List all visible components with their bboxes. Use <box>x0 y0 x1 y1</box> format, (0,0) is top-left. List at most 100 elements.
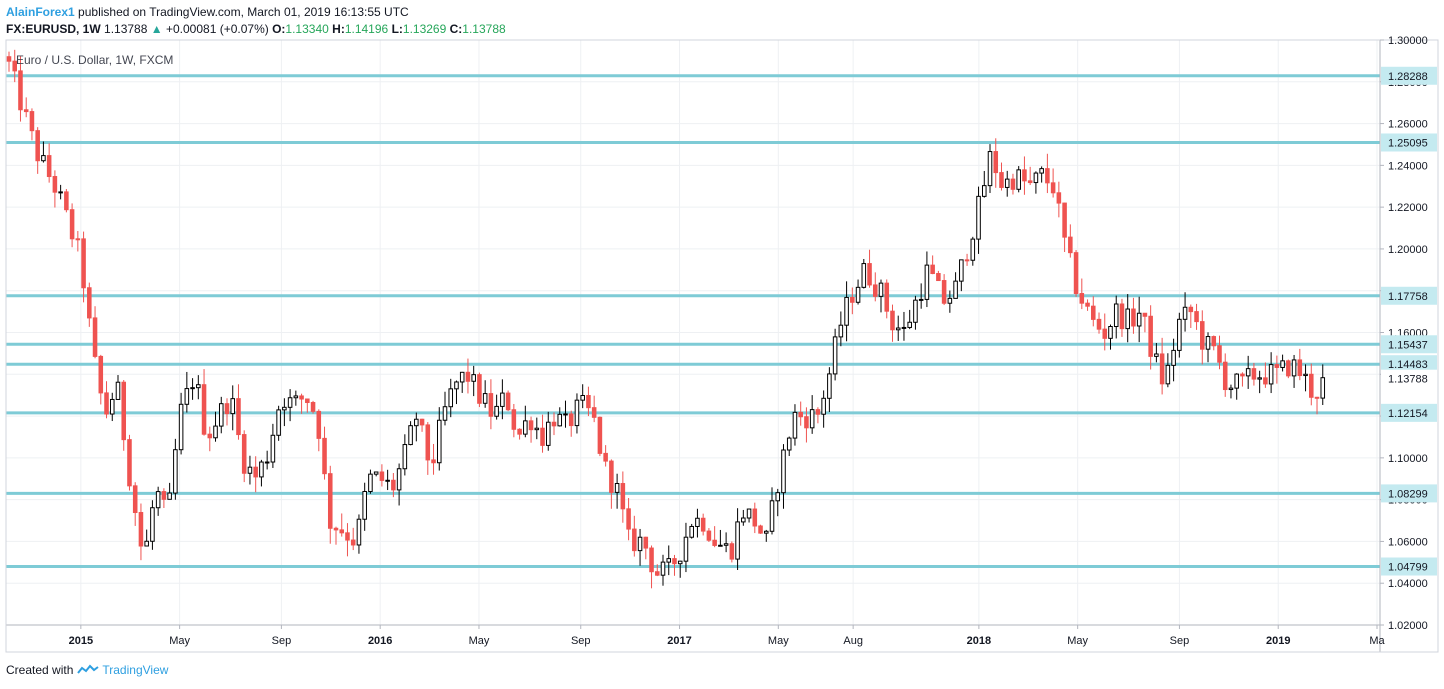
candle-up <box>1165 364 1171 385</box>
candle-down <box>654 571 660 576</box>
candle-down <box>69 209 75 240</box>
candle-down <box>339 529 345 534</box>
author-link[interactable]: AlainForex1 <box>6 5 75 19</box>
candle-up <box>545 421 551 446</box>
candle-down <box>936 273 941 282</box>
candle-down <box>18 70 23 111</box>
candle-down <box>6 56 12 62</box>
price-axis[interactable]: 1.020001.040001.060001.080001.100001.120… <box>1380 35 1428 632</box>
candle-up <box>637 536 643 552</box>
time-axis[interactable]: 2015 May Sep 2016 May Sep 2017 May Aug 2018 May Sep… <box>69 625 1386 647</box>
candle-up <box>150 507 155 542</box>
candle-up <box>184 388 190 405</box>
candle-up <box>494 405 499 417</box>
publish-text: published on TradingView.com, March 01, … <box>78 5 409 19</box>
candle-up <box>695 517 700 527</box>
candle-down <box>431 459 436 464</box>
candle-down <box>236 398 241 436</box>
candle-down <box>1211 336 1217 347</box>
candle-down <box>1314 396 1320 399</box>
candle-up <box>144 540 149 547</box>
candle-down <box>333 527 339 531</box>
candle-up <box>1125 308 1130 330</box>
candle-up <box>1113 303 1119 328</box>
candle-up <box>557 413 563 427</box>
y-tick-label: 1.22000 <box>1388 202 1428 214</box>
candle-up <box>454 381 459 390</box>
candle-up <box>953 280 958 299</box>
candle-down <box>815 409 821 415</box>
last-price: 1.13788 <box>104 22 148 36</box>
candle-up <box>276 409 281 436</box>
candle-up <box>167 492 172 500</box>
high-value: 1.14196 <box>344 22 389 36</box>
candle-down <box>632 528 637 552</box>
candle-down <box>1068 236 1073 254</box>
price-change: +0.00081 (+0.07%) <box>165 22 269 36</box>
candle-up <box>459 371 465 383</box>
level-label: 1.25095 <box>1388 137 1428 149</box>
x-tick-label: 2019 <box>1266 635 1290 647</box>
candle-up <box>448 388 454 408</box>
tradingview-link[interactable]: TradingView <box>102 663 169 677</box>
candle-up <box>781 449 786 494</box>
candle-down <box>1085 302 1090 307</box>
candle-down <box>517 428 522 435</box>
low-label: L: <box>391 22 403 36</box>
candle-down <box>207 433 213 439</box>
y-tick-label: 1.30000 <box>1388 35 1428 47</box>
candle-up <box>563 413 568 416</box>
candle-up <box>1205 336 1211 350</box>
candle-down <box>1131 308 1136 327</box>
candle-up <box>913 299 918 323</box>
candle-up <box>786 437 792 451</box>
candle-down <box>1217 345 1222 363</box>
candle-down <box>345 532 350 541</box>
candle-down <box>316 410 322 439</box>
candle-down <box>1079 293 1085 304</box>
candle-down <box>706 530 712 541</box>
candle-down <box>586 395 591 409</box>
candle-down <box>1056 192 1062 204</box>
candle-down <box>241 434 247 474</box>
candle-up <box>368 473 373 492</box>
candle-up <box>666 558 672 563</box>
candle-up <box>832 336 838 375</box>
candle-up <box>115 381 121 400</box>
candle-up <box>827 373 832 399</box>
high-label: H: <box>332 22 345 36</box>
tradingview-logo-icon <box>77 664 99 674</box>
x-tick-label: 2017 <box>667 635 691 647</box>
last-price-label: 1.13788 <box>1388 374 1428 386</box>
candle-up <box>58 191 63 194</box>
candle-down <box>64 191 69 211</box>
candle-down <box>253 466 258 478</box>
symbol-label: FX:EURUSD, 1W <box>6 22 101 36</box>
candle-up <box>1268 364 1274 385</box>
candle-down <box>35 130 40 162</box>
level-label: 1.28288 <box>1388 71 1428 83</box>
candle-up <box>356 518 362 546</box>
symbol-info: FX:EURUSD, 1W 1.13788 ▲ +0.00081 (+0.07%… <box>6 21 506 37</box>
level-label-bg <box>1381 66 1437 85</box>
candle-up <box>763 530 769 534</box>
candle-up <box>1280 360 1285 368</box>
candle-up <box>196 384 201 389</box>
candle-down <box>224 403 230 415</box>
candle-down <box>1251 368 1257 380</box>
y-tick-label: 1.26000 <box>1388 119 1428 131</box>
last-price-label-bg <box>1381 369 1437 388</box>
candle-down <box>672 558 677 565</box>
candle-up <box>1016 169 1021 190</box>
grid-lines <box>6 39 1380 626</box>
y-tick-label: 1.20000 <box>1388 244 1428 256</box>
candle-up <box>1033 172 1039 184</box>
close-value: 1.13788 <box>462 22 506 36</box>
candle-down <box>597 416 603 454</box>
candle-up <box>924 264 930 300</box>
candle-down <box>798 411 803 418</box>
candle-up <box>838 324 844 338</box>
chart-frame <box>5 39 1439 653</box>
candle-down <box>867 263 872 286</box>
